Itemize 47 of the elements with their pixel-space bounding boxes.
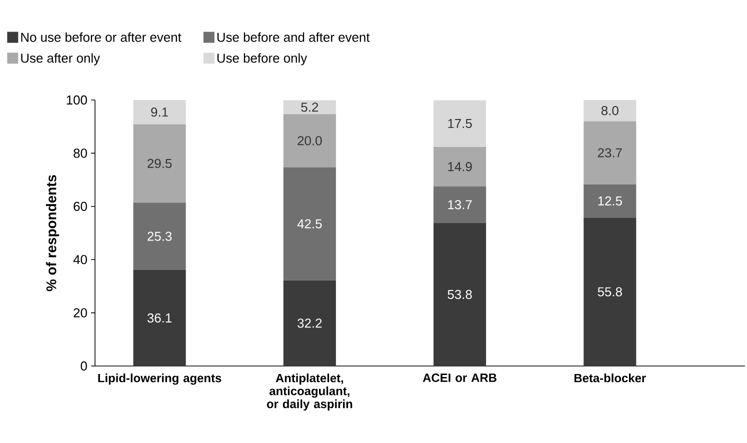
bar [133,124,186,203]
y-tick-label: 60 [74,202,87,211]
bar [283,114,336,168]
y-tick-label: 40 [73,255,87,264]
bar [434,222,486,366]
x-tick-label: Antiplatelet, anticoagulant, or daily aspirin [266,374,352,411]
bar [584,121,636,184]
bar [283,280,336,366]
data-label: 55.8 [598,287,622,296]
y-tick-label: 0 [80,361,87,371]
bar [283,167,336,280]
data-label: 25.3 [148,232,172,241]
data-label: 17.5 [448,119,472,128]
bar [133,270,186,366]
y-tick-label: 100 [66,95,87,105]
data-label: 14.9 [448,162,472,172]
data-label: 32.2 [298,318,322,328]
legend-label: Use before and after event [217,32,370,42]
bar [434,100,486,147]
y-axis-title: % of respondents [46,175,60,292]
bar [133,202,186,270]
bar [434,186,486,223]
data-label: 5.2 [301,102,318,112]
bar [584,218,636,366]
x-tick-label: ACEI or ARB [422,374,496,382]
bar [434,146,486,186]
data-label: 8.0 [601,106,618,116]
data-label: 36.1 [147,313,172,323]
legend-label: No use before or after event [21,32,182,42]
bar [283,100,336,114]
data-label: 42.5 [297,219,322,228]
data-label: 29.5 [148,158,172,168]
x-tick-label: Lipid-lowering agents [98,374,222,385]
data-label: 9.1 [151,108,168,117]
data-label: 12.5 [598,196,622,206]
x-tick-label: Beta-blocker [574,374,646,382]
data-label: 23.7 [598,148,622,158]
bar [133,100,186,124]
y-tick-label: 80 [74,148,87,158]
legend-label: Use before only [217,53,308,66]
y-tick-label: 20 [74,308,87,318]
data-label: 20.0 [298,136,322,146]
bar [584,184,636,218]
bar [584,100,636,122]
data-label: 53.8 [448,290,472,300]
legend-label: Use after only [21,53,100,66]
data-label: 13.7 [448,200,472,210]
